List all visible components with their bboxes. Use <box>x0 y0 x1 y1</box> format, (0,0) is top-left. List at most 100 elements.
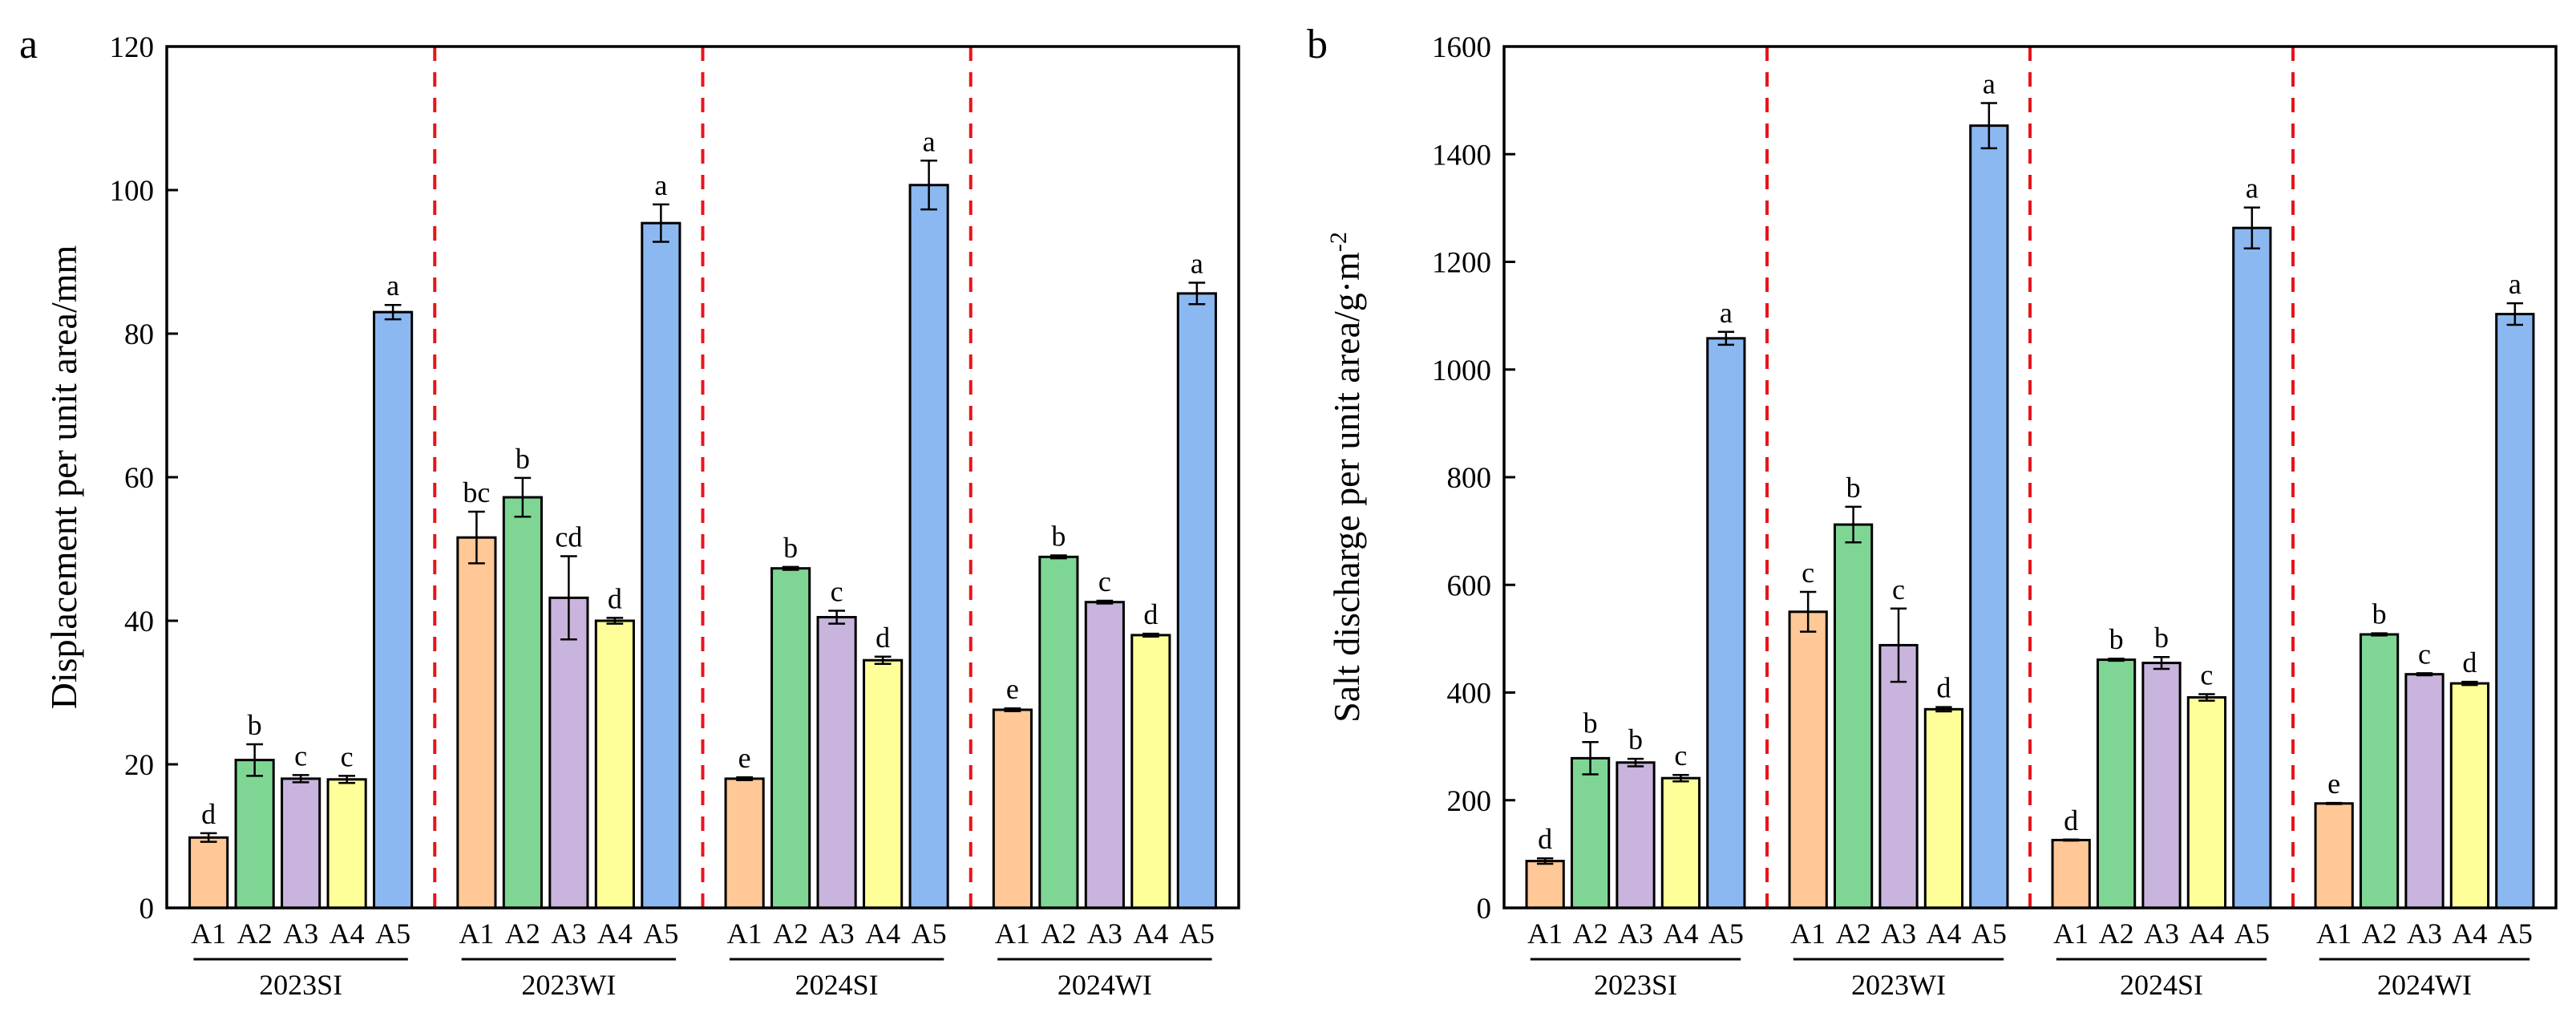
bar <box>724 777 765 909</box>
x-category-label: A5 <box>1971 918 2007 950</box>
y-tick-label: 1000 <box>1432 354 1491 387</box>
x-category-label: A3 <box>2407 918 2442 950</box>
bar <box>1084 601 1125 909</box>
x-category-label: A4 <box>330 918 365 950</box>
bar <box>992 708 1033 909</box>
x-category-label: A2 <box>2362 918 2397 950</box>
significance-letter: d <box>1538 823 1552 855</box>
bar <box>594 619 635 909</box>
bar <box>502 496 543 909</box>
x-category-label: A5 <box>643 918 678 950</box>
significance-letter: cd <box>555 521 582 553</box>
significance-letter: a <box>386 269 399 302</box>
bar <box>2141 662 2182 909</box>
significance-letter: b <box>1051 521 1066 553</box>
y-tick-label: 400 <box>1447 678 1492 711</box>
y-tick-label: 20 <box>124 749 154 782</box>
bar <box>548 596 589 909</box>
significance-letter: e <box>2327 768 2340 800</box>
x-category-label: A1 <box>2053 918 2089 950</box>
y-tick-label: 1400 <box>1432 139 1491 172</box>
y-tick-label: 800 <box>1447 462 1492 495</box>
x-category-label: A4 <box>2452 918 2487 950</box>
significance-letter: c <box>1802 557 1814 589</box>
bar <box>281 777 321 909</box>
bar <box>1038 555 1079 909</box>
bar <box>373 310 414 909</box>
y-axis-label-text: Salt discharge per unit area/g·m <box>1326 252 1367 723</box>
x-category-label: A3 <box>2144 918 2179 950</box>
significance-letter: d <box>201 798 216 830</box>
bar <box>1878 643 1919 909</box>
x-group-label: 2024WI <box>1057 969 1152 1001</box>
bar <box>2232 226 2272 909</box>
bar <box>816 616 857 909</box>
x-category-label: A3 <box>1618 918 1653 950</box>
x-category-label: A4 <box>597 918 633 950</box>
chart-panel-b: b Salt discharge per unit area/g·m-2 0 200 4… <box>1307 22 2558 1001</box>
significance-letter: d <box>1936 672 1951 704</box>
x-category-label: A4 <box>2189 918 2224 950</box>
significance-letter: a <box>1720 297 1733 329</box>
bar <box>770 567 811 909</box>
panel-letter: b <box>1307 22 1328 67</box>
x-group-label: 2024SI <box>2120 969 2203 1001</box>
significance-letter: a <box>1191 247 1203 279</box>
y-tick-label: 40 <box>124 606 154 638</box>
significance-letter: d <box>876 622 890 654</box>
significance-letter: a <box>2246 172 2259 205</box>
bar <box>1833 523 1874 909</box>
x-group-label: 2023WI <box>1851 969 1946 1001</box>
x-category-label: A1 <box>191 918 226 950</box>
bar <box>1616 761 1656 909</box>
y-axis-label-superscript: -2 <box>1325 232 1352 252</box>
y-tick-label: 600 <box>1447 569 1492 602</box>
bar <box>641 221 681 909</box>
bar <box>2359 633 2400 909</box>
x-category-label: A2 <box>2099 918 2134 950</box>
bar <box>1176 292 1217 909</box>
significance-letter: a <box>2509 268 2521 300</box>
significance-letter: c <box>831 575 843 607</box>
significance-letter: b <box>2372 598 2387 630</box>
significance-letter: c <box>2200 659 2213 691</box>
bar <box>1130 634 1171 909</box>
significance-letter: b <box>516 443 530 475</box>
x-category-label: A2 <box>237 918 273 950</box>
significance-letter: c <box>1098 565 1111 598</box>
bar <box>2096 658 2137 909</box>
x-category-label: A3 <box>1087 918 1122 950</box>
y-axis-label-text: Displacement per unit area/mm <box>43 245 84 709</box>
bar <box>2404 673 2445 909</box>
plot-frame <box>1502 45 2558 909</box>
significance-letter: a <box>1983 67 1996 99</box>
x-category-label: A1 <box>2316 918 2352 950</box>
x-category-label: A4 <box>1133 918 1168 950</box>
bar <box>326 778 367 909</box>
x-category-label: A1 <box>1790 918 1826 950</box>
x-category-label: A2 <box>505 918 540 950</box>
bar <box>456 536 497 909</box>
x-group-label: 2023WI <box>521 969 616 1001</box>
x-group-label: 2023SI <box>259 969 342 1001</box>
significance-letter: d <box>2462 646 2477 679</box>
bar <box>2051 838 2091 909</box>
x-category-label: A1 <box>727 918 762 950</box>
significance-letter: b <box>248 709 262 741</box>
x-category-label: A1 <box>459 918 494 950</box>
x-category-label: A5 <box>375 918 410 950</box>
x-category-label: A2 <box>1573 918 1608 950</box>
y-axis-label: Displacement per unit area/mm <box>43 245 84 709</box>
x-category-label: A3 <box>551 918 586 950</box>
x-category-label: A3 <box>283 918 318 950</box>
bar <box>234 759 275 909</box>
significance-letter: e <box>1006 673 1019 705</box>
x-group-label: 2023SI <box>1594 969 1677 1001</box>
bar <box>2449 682 2490 909</box>
x-category-label: A2 <box>1836 918 1871 950</box>
x-category-label: A1 <box>1527 918 1563 950</box>
significance-letter: d <box>608 582 622 614</box>
significance-letter: b <box>1846 472 1861 504</box>
y-axis-label: Salt discharge per unit area/g·m-2 <box>1325 232 1367 723</box>
